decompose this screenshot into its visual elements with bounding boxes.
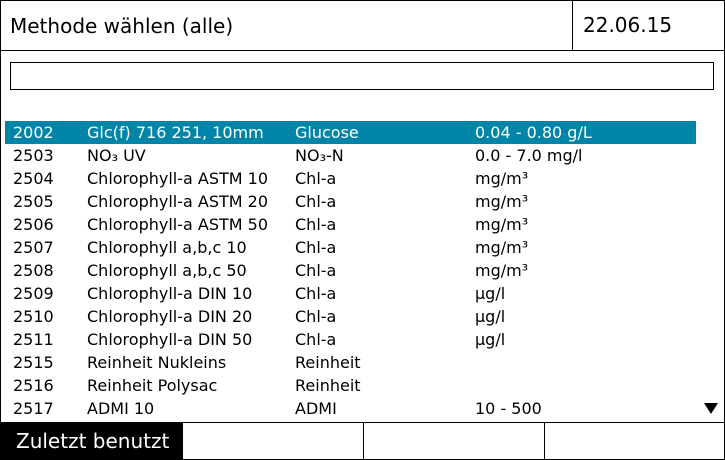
method-range: mg/m³: [475, 169, 529, 188]
method-id: 2511: [13, 330, 54, 349]
method-parameter: Chl-a: [295, 261, 337, 280]
method-name: Chlorophyll-a ASTM 20: [87, 192, 269, 211]
softkey-recently-used[interactable]: Zuletzt benutzt: [1, 423, 183, 460]
method-range: mg/m³: [475, 238, 529, 257]
softkey-3[interactable]: [364, 423, 545, 460]
method-range: mg/m³: [475, 215, 529, 234]
method-row[interactable]: 2516 Reinheit Polysac Reinheit: [5, 374, 696, 397]
method-name: Chlorophyll-a DIN 20: [87, 307, 253, 326]
method-row[interactable]: 2503 NO₃ UV NO₃-N 0.0 - 7.0 mg/l: [5, 144, 696, 167]
method-row[interactable]: 2506 Chlorophyll-a ASTM 50 Chl-a mg/m³: [5, 213, 696, 236]
method-id: 2506: [13, 215, 54, 234]
method-id: 2505: [13, 192, 54, 211]
method-row[interactable]: 2511 Chlorophyll-a DIN 50 Chl-a µg/l: [5, 328, 696, 351]
method-name: Chlorophyll-a DIN 10: [87, 284, 253, 303]
method-row[interactable]: 2505 Chlorophyll-a ASTM 20 Chl-a mg/m³: [5, 190, 696, 213]
method-row[interactable]: 2002 Glc(f) 716 251, 10mm Glucose 0.04 - 0.…: [5, 121, 696, 144]
method-range: mg/m³: [475, 261, 529, 280]
datetime-display: 22.06.15 11:53: [572, 1, 724, 86]
method-row[interactable]: 2515 Reinheit Nukleins Reinheit: [5, 351, 696, 374]
method-id: 2515: [13, 353, 54, 372]
method-row[interactable]: 2508 Chlorophyll a,b,c 50 Chl-a mg/m³: [5, 259, 696, 282]
method-id: 2508: [13, 261, 54, 280]
method-parameter: Chl-a: [295, 169, 337, 188]
method-parameter: ADMI: [295, 399, 337, 418]
header-bar: Methode wählen (alle) 22.06.15 11:53: [1, 1, 724, 86]
method-id: 2002: [13, 123, 54, 142]
method-name: Chlorophyll-a ASTM 10: [87, 169, 269, 188]
method-parameter: NO₃-N: [295, 146, 344, 165]
method-parameter: Chl-a: [295, 238, 337, 257]
method-name: Reinheit Polysac: [87, 376, 218, 395]
method-range: mg/m³: [475, 192, 529, 211]
method-parameter: Chl-a: [295, 192, 337, 211]
method-range: 0.04 - 0.80 g/L: [475, 123, 592, 142]
method-row[interactable]: 2517 ADMI 10 ADMI 10 - 500: [5, 397, 696, 420]
method-id: 2516: [13, 376, 54, 395]
method-parameter: Chl-a: [295, 307, 337, 326]
softkey-bar: Zuletzt benutzt: [1, 422, 724, 460]
softkey-2[interactable]: [183, 423, 364, 460]
method-name: Reinheit Nukleins: [87, 353, 227, 372]
method-id: 2504: [13, 169, 54, 188]
method-row[interactable]: 2507 Chlorophyll a,b,c 10 Chl-a mg/m³: [5, 236, 696, 259]
method-id: 2503: [13, 146, 54, 165]
method-range: 10 - 500: [475, 399, 542, 418]
method-parameter: Reinheit: [295, 376, 361, 395]
method-row[interactable]: 2504 Chlorophyll-a ASTM 10 Chl-a mg/m³: [5, 167, 696, 190]
method-name: Chlorophyll a,b,c 50: [87, 261, 247, 280]
method-range: 0.0 - 7.0 mg/l: [475, 146, 583, 165]
method-name: Chlorophyll-a ASTM 50: [87, 215, 269, 234]
method-parameter: Reinheit: [295, 353, 361, 372]
filter-input[interactable]: [10, 62, 714, 90]
method-parameter: Chl-a: [295, 330, 337, 349]
method-row[interactable]: 2510 Chlorophyll-a DIN 20 Chl-a µg/l: [5, 305, 696, 328]
method-name: Glc(f) 716 251, 10mm: [87, 123, 264, 142]
method-name: NO₃ UV: [87, 146, 146, 165]
method-range: µg/l: [475, 307, 506, 326]
method-parameter: Chl-a: [295, 284, 337, 303]
method-id: 2517: [13, 399, 54, 418]
method-id: 2509: [13, 284, 54, 303]
method-range: µg/l: [475, 330, 506, 349]
method-range: µg/l: [475, 284, 506, 303]
method-name: Chlorophyll-a DIN 50: [87, 330, 253, 349]
softkey-4[interactable]: [545, 423, 724, 460]
method-id: 2510: [13, 307, 54, 326]
triangle-down-icon[interactable]: [704, 403, 718, 414]
page-title: Methode wählen (alle): [10, 14, 234, 38]
method-name: Chlorophyll a,b,c 10: [87, 238, 247, 257]
method-id: 2507: [13, 238, 54, 257]
method-parameter: Glucose: [295, 123, 359, 142]
method-name: ADMI 10: [87, 399, 155, 418]
method-parameter: Chl-a: [295, 215, 337, 234]
method-list[interactable]: 2002 Glc(f) 716 251, 10mm Glucose 0.04 - 0.…: [5, 121, 696, 420]
method-row[interactable]: 2509 Chlorophyll-a DIN 10 Chl-a µg/l: [5, 282, 696, 305]
